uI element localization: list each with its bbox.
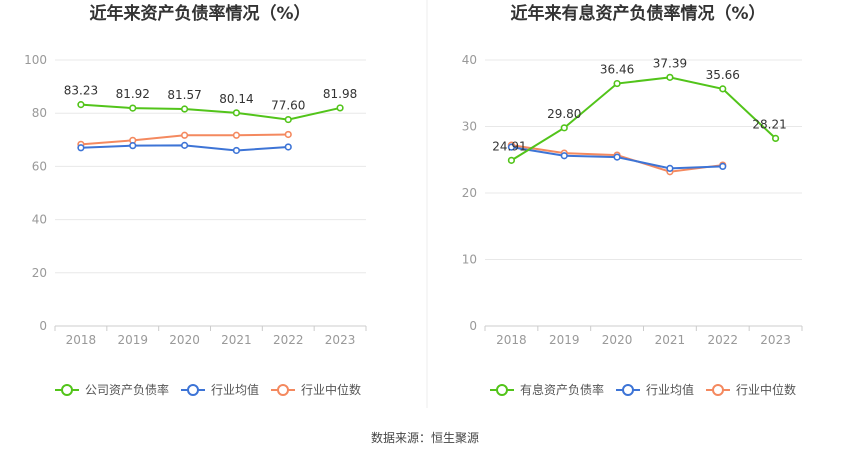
data-point[interactable] xyxy=(336,104,344,112)
data-point[interactable] xyxy=(666,73,674,81)
data-point[interactable] xyxy=(77,144,85,152)
y-tick-label: 20 xyxy=(32,266,47,280)
data-point[interactable] xyxy=(560,124,568,132)
legend-item[interactable]: 行业中位数 xyxy=(271,382,361,397)
source-label: 数据来源：恒生聚源 xyxy=(371,430,479,445)
data-label: 35.66 xyxy=(706,68,740,82)
legend-label: 行业中位数 xyxy=(736,382,796,397)
data-point[interactable] xyxy=(129,104,137,112)
data-point[interactable] xyxy=(180,105,189,113)
y-tick-label: 60 xyxy=(32,159,47,173)
y-tick-label: 40 xyxy=(462,53,477,67)
legend-swatch-marker xyxy=(712,384,724,396)
data-label: 36.46 xyxy=(600,63,634,77)
y-tick-label: 0 xyxy=(39,319,47,333)
data-label: 80.14 xyxy=(219,92,253,106)
chart-interest-debt-ratio: 近年来有息资产负债率情况（%） 0 10 20 30 40 2018 2019 2020 2021… xyxy=(462,3,803,397)
data-label: 77.60 xyxy=(271,99,305,113)
data-point[interactable] xyxy=(77,101,85,109)
data-point[interactable] xyxy=(613,79,621,88)
x-tick-label: 2020 xyxy=(169,333,200,347)
legend-swatch-marker xyxy=(622,384,634,396)
legend-item[interactable]: 行业均值 xyxy=(181,382,259,397)
y-tick-label: 20 xyxy=(462,186,477,200)
data-point[interactable] xyxy=(666,164,674,172)
legend-swatch-marker xyxy=(277,384,289,396)
x-tick-label: 2022 xyxy=(707,333,738,347)
y-tick-label: 10 xyxy=(462,253,477,267)
data-point[interactable] xyxy=(719,85,727,93)
legend-item[interactable]: 有息资产负债率 xyxy=(490,382,604,397)
data-label: 29.80 xyxy=(547,107,581,121)
legend-label: 行业均值 xyxy=(646,382,694,397)
data-point[interactable] xyxy=(180,141,189,149)
data-point[interactable] xyxy=(771,134,780,143)
data-label: 83.23 xyxy=(64,84,98,98)
legend-swatch-marker xyxy=(187,384,199,396)
y-tick-label: 100 xyxy=(24,53,47,67)
legend-item[interactable]: 行业均值 xyxy=(616,382,694,397)
data-label: 81.98 xyxy=(323,87,357,101)
x-tick-label: 2023 xyxy=(325,333,356,347)
x-tick-label: 2019 xyxy=(549,333,580,347)
data-point[interactable] xyxy=(560,152,568,160)
legend-item[interactable]: 行业中位数 xyxy=(706,382,796,397)
y-tick-label: 0 xyxy=(469,319,477,333)
x-tick-label: 2018 xyxy=(496,333,527,347)
x-tick-label: 2021 xyxy=(655,333,686,347)
data-label: 81.57 xyxy=(167,88,201,102)
data-point[interactable] xyxy=(719,162,727,170)
legend-label: 有息资产负债率 xyxy=(520,382,604,397)
data-label: 28.21 xyxy=(752,117,786,131)
x-tick-label: 2018 xyxy=(66,333,97,347)
data-point[interactable] xyxy=(284,115,292,124)
legend-swatch-marker xyxy=(61,384,73,396)
data-point[interactable] xyxy=(129,142,137,150)
x-tick-label: 2019 xyxy=(117,333,148,347)
x-tick-label: 2021 xyxy=(221,333,252,347)
chart-title: 近年来有息资产负债率情况（%） xyxy=(510,3,765,24)
legend-label: 行业均值 xyxy=(211,382,259,397)
x-tick-label: 2020 xyxy=(602,333,633,347)
series-line xyxy=(80,103,341,121)
data-point[interactable] xyxy=(180,131,189,139)
x-tick-label: 2022 xyxy=(273,333,304,347)
data-point[interactable] xyxy=(284,143,292,151)
legend-swatch-marker xyxy=(496,384,508,396)
y-tick-label: 30 xyxy=(462,120,477,134)
data-point[interactable] xyxy=(613,153,621,161)
legend-label: 公司资产负债率 xyxy=(85,382,169,397)
y-tick-label: 40 xyxy=(32,213,47,227)
data-label: 81.92 xyxy=(116,87,150,101)
legend-label: 行业中位数 xyxy=(301,382,361,397)
data-point[interactable] xyxy=(232,131,241,139)
chart-title: 近年来资产负债率情况（%） xyxy=(89,3,310,24)
data-point[interactable] xyxy=(507,143,516,151)
y-tick-label: 80 xyxy=(32,106,47,120)
data-label: 37.39 xyxy=(653,56,687,70)
legend-item[interactable]: 公司资产负债率 xyxy=(55,382,169,397)
chart-debt-ratio: 近年来资产负债率情况（%） 0 20 40 60 80 100 2018 2019 2020 202… xyxy=(24,3,367,397)
data-point[interactable] xyxy=(232,146,241,155)
series-line xyxy=(510,76,777,162)
data-point[interactable] xyxy=(232,109,241,117)
x-tick-label: 2023 xyxy=(760,333,791,347)
data-label: 24.91 xyxy=(492,139,526,153)
data-point[interactable] xyxy=(284,130,292,139)
data-point[interactable] xyxy=(507,156,516,164)
